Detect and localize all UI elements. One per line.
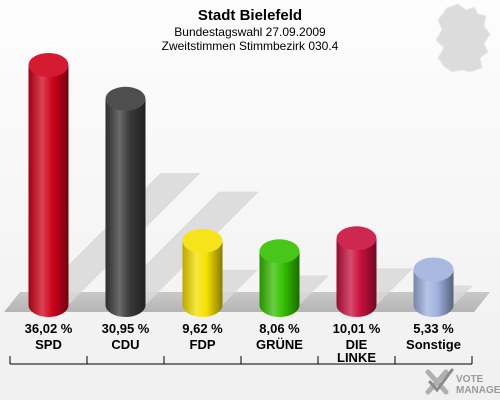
value-label: 10,01 % <box>333 321 381 336</box>
bar-body <box>336 238 377 317</box>
bar-body <box>105 98 146 317</box>
category-label: Sonstige <box>406 337 461 352</box>
value-label: 30,95 % <box>102 321 150 336</box>
category-label: CDU <box>111 337 139 352</box>
bar-gr-ne <box>259 239 300 317</box>
value-label: 36,02 % <box>25 321 73 336</box>
bar-top <box>105 86 146 111</box>
bar-fdp <box>182 228 223 317</box>
bar-spd <box>28 53 69 317</box>
chart-subtitle-2: Zweitstimmen Stimmbezirk 030.4 <box>162 39 339 53</box>
bar-body <box>28 65 69 317</box>
logo-line-1: VOTE <box>456 374 484 385</box>
value-label: 5,33 % <box>413 321 454 336</box>
bar-top <box>413 257 454 282</box>
germany-map-icon <box>435 3 491 73</box>
bar-body <box>413 269 454 317</box>
category-label: SPD <box>35 337 62 352</box>
category-label: DIE LINKE <box>337 337 376 365</box>
logo-line-2: MANAGER <box>456 385 500 396</box>
bar-cdu <box>105 86 146 317</box>
category-label: FDP <box>190 337 216 352</box>
bar-top <box>182 228 223 253</box>
value-label: 9,62 % <box>182 321 223 336</box>
chart-subtitle: Bundestagswahl 27.09.2009 <box>174 25 326 39</box>
value-label: 8,06 % <box>259 321 300 336</box>
bar-top <box>28 53 69 77</box>
bar-body <box>182 240 223 317</box>
bar-sonstige <box>413 257 454 317</box>
vote-manager-logo: VOTE MANAGER <box>425 368 500 396</box>
bar-top <box>336 226 377 251</box>
checkmark-x-icon <box>425 368 454 395</box>
bar-die-linke <box>336 226 377 317</box>
bar-body <box>259 251 300 317</box>
bar-top <box>259 239 300 264</box>
category-label: GRÜNE <box>256 337 303 352</box>
chart-title: Stadt Bielefeld <box>198 7 302 24</box>
